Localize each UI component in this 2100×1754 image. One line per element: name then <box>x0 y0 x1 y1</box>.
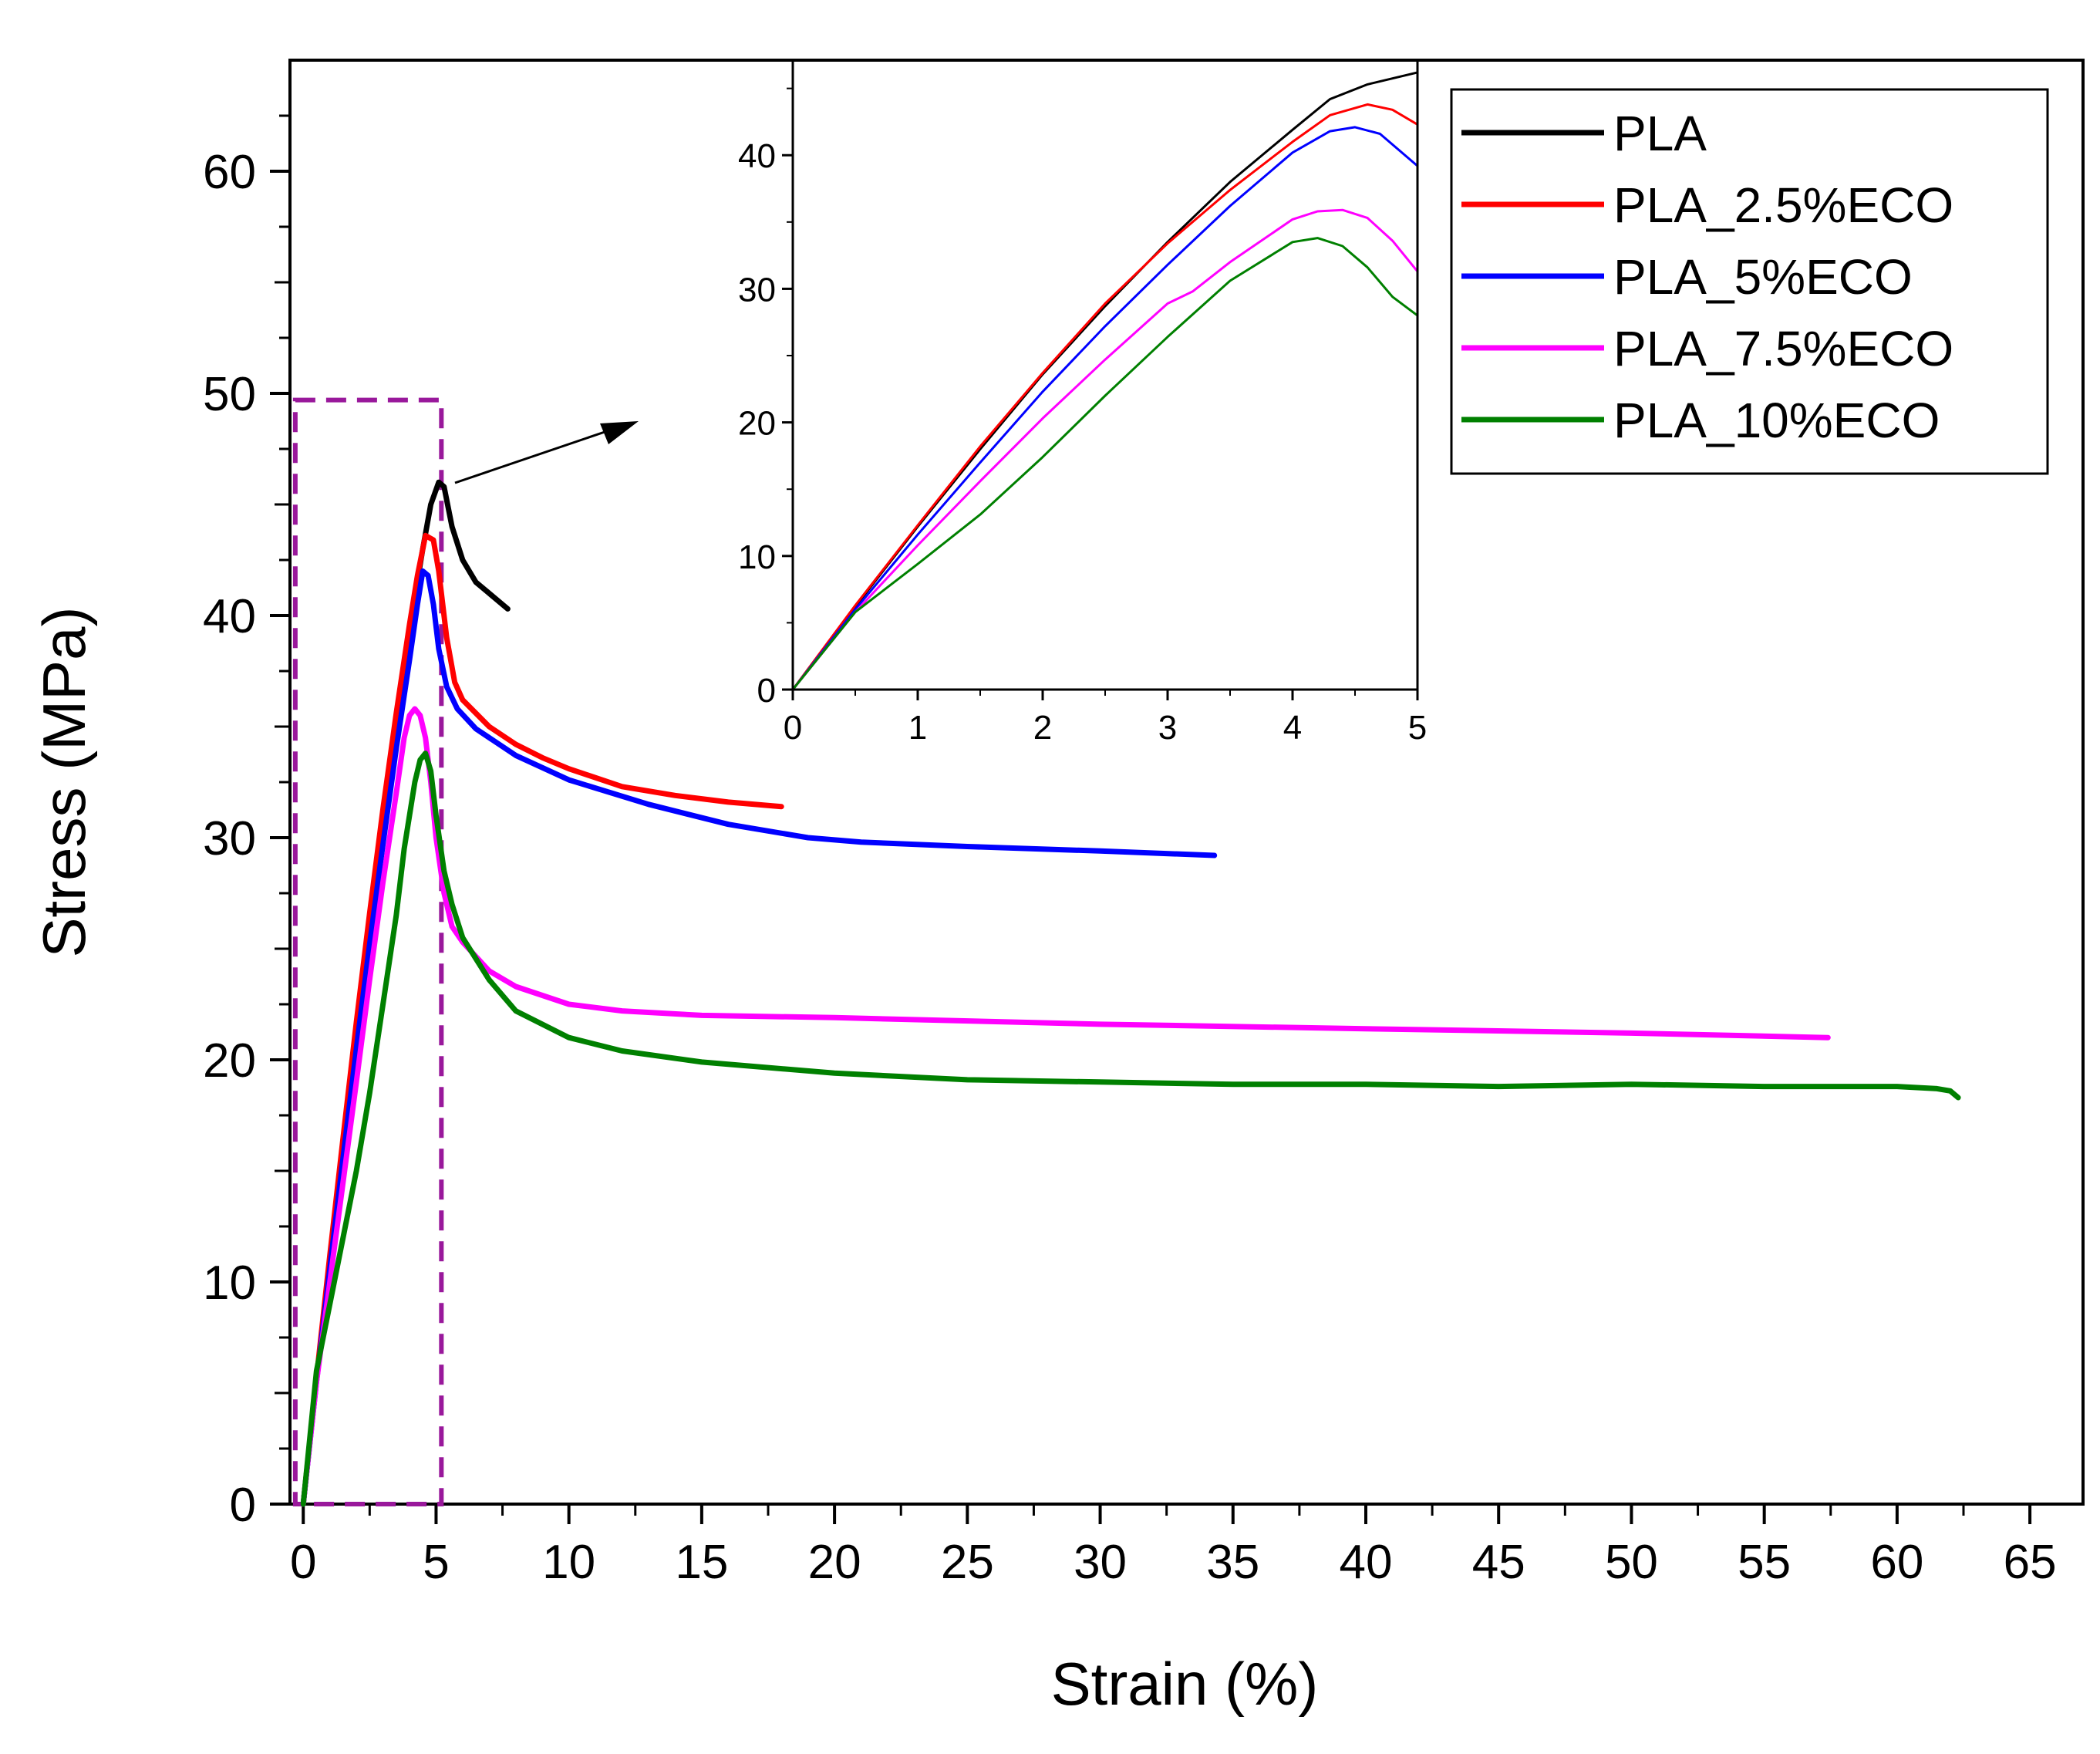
x-tick-label: 35 <box>1206 1536 1259 1589</box>
y-tick-label: 40 <box>203 590 256 643</box>
inset-series-line-pla-2-5-eco <box>791 103 1418 690</box>
zoom-arrow <box>454 421 639 484</box>
legend: PLA PLA_2.5%ECO PLA_5%ECO PLA_7.5%ECO PLA_10… <box>1450 88 2049 475</box>
x-tick-label: 20 <box>808 1536 861 1589</box>
inset-y-tick-label: 40 <box>738 137 776 175</box>
inset-series-line-pla-10-eco <box>791 237 1418 690</box>
inset-plot-background <box>793 62 1417 690</box>
x-tick-label: 65 <box>2004 1536 2057 1589</box>
series-line-pla-2-5-eco <box>300 532 784 1507</box>
inset-y-tick-label: 20 <box>738 405 776 443</box>
legend-label-pla-2-5-eco: PLA_2.5%ECO <box>1613 177 1953 233</box>
main-series-lines <box>300 479 1961 1507</box>
x-tick-label: 60 <box>1870 1536 1923 1589</box>
inset-y-tick-label: 30 <box>738 271 776 309</box>
x-axis-title: Strain (%) <box>1051 1650 1319 1718</box>
x-tick-label: 15 <box>675 1536 728 1589</box>
x-tick-label: 55 <box>1738 1536 1791 1589</box>
inset-y-tick-label: 0 <box>757 672 776 710</box>
y-tick-label: 50 <box>203 368 256 421</box>
legend-label-pla-5-eco: PLA_5%ECO <box>1613 249 1913 305</box>
inset-axis-ticks: 0 1 2 3 4 5 0 10 20 30 40 <box>738 87 1427 747</box>
y-tick-label: 60 <box>203 146 256 199</box>
legend-box <box>1450 88 2049 475</box>
inset-x-tick-label: 5 <box>1408 709 1427 747</box>
inset-x-tick-label: 4 <box>1283 709 1302 747</box>
inset-series-lines <box>791 71 1419 690</box>
inset-x-tick-label: 0 <box>784 709 802 747</box>
y-tick-label: 20 <box>203 1034 256 1088</box>
inset-plot: 0 1 2 3 4 5 0 10 20 30 40 <box>738 62 1427 747</box>
y-tick-label: 10 <box>203 1256 256 1310</box>
y-tick-label: 0 <box>230 1479 256 1532</box>
legend-label-pla: PLA <box>1613 106 1707 161</box>
x-tick-label: 45 <box>1472 1536 1525 1589</box>
x-tick-label: 30 <box>1074 1536 1127 1589</box>
inset-y-tick-label: 10 <box>738 538 776 576</box>
zoom-box-rect <box>292 397 444 1506</box>
y-tick-label: 30 <box>203 812 256 865</box>
x-tick-label: 10 <box>542 1536 595 1589</box>
inset-series-line-pla-5-eco <box>791 126 1418 690</box>
series-line-pla-10-eco <box>300 751 1961 1507</box>
legend-label-pla-10-eco: PLA_10%ECO <box>1613 393 1940 448</box>
inset-x-tick-label: 3 <box>1158 709 1177 747</box>
zoom-region-box <box>292 397 444 1506</box>
y-axis-title: Stress (MPa) <box>30 606 98 957</box>
x-tick-label: 5 <box>423 1536 449 1589</box>
x-tick-label: 40 <box>1340 1536 1393 1589</box>
inset-x-tick-label: 1 <box>908 709 927 747</box>
series-line-pla-7-5-eco <box>300 706 1831 1507</box>
x-tick-label: 25 <box>941 1536 994 1589</box>
inset-series-line-pla-7-5-eco <box>791 208 1419 690</box>
x-tick-label: 0 <box>290 1536 316 1589</box>
inset-x-tick-label: 2 <box>1033 709 1052 747</box>
legend-label-pla-7-5-eco: PLA_7.5%ECO <box>1613 321 1953 376</box>
series-line-pla-5-eco <box>300 568 1218 1507</box>
x-tick-label: 50 <box>1605 1536 1658 1589</box>
